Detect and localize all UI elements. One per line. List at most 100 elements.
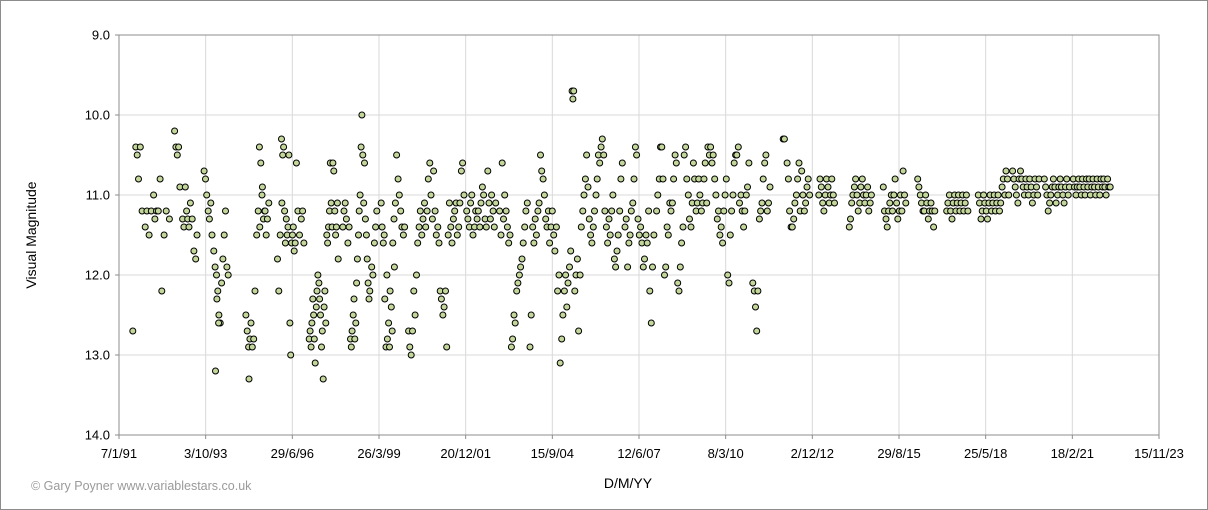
data-point [468, 191, 476, 199]
data-point [791, 199, 799, 207]
data-point [418, 231, 426, 239]
data-point [203, 191, 211, 199]
data-point [550, 231, 558, 239]
data-point [576, 271, 584, 279]
data-point [415, 223, 423, 231]
data-point [414, 239, 422, 247]
data-point [670, 175, 678, 183]
data-point [962, 191, 970, 199]
data-point [817, 183, 825, 191]
data-point [351, 335, 359, 343]
data-point [383, 271, 391, 279]
data-point [455, 223, 463, 231]
data-point [339, 223, 347, 231]
data-point [261, 207, 269, 215]
data-point [419, 215, 427, 223]
data-point [886, 199, 894, 207]
data-point [307, 343, 315, 351]
data-point [317, 311, 324, 319]
data-point [534, 207, 542, 215]
credit-text: © Gary Poyner www.variablestars.co.uk [31, 479, 252, 493]
data-point [600, 151, 608, 159]
data-point [421, 199, 428, 207]
data-point [591, 207, 598, 215]
data-point [430, 167, 438, 175]
data-point [560, 287, 568, 295]
data-point [482, 223, 490, 231]
data-point [357, 143, 365, 151]
data-point [831, 199, 838, 207]
data-point [254, 207, 262, 215]
data-point [676, 263, 684, 271]
data-point [192, 255, 200, 263]
data-point [321, 287, 329, 295]
data-point [445, 199, 453, 207]
data-point [744, 183, 751, 191]
data-point [824, 183, 832, 191]
data-point [580, 191, 588, 199]
data-point [914, 175, 922, 183]
data-point [712, 191, 720, 199]
data-point [667, 207, 675, 215]
data-point [1096, 191, 1104, 199]
data-point [683, 175, 691, 183]
data-point [202, 175, 209, 183]
data-point [312, 303, 320, 311]
data-point [355, 231, 362, 239]
data-point [183, 207, 191, 215]
data-point [523, 199, 531, 207]
data-point [407, 351, 415, 359]
data-point [930, 223, 938, 231]
data-point [257, 159, 265, 167]
data-point [616, 207, 624, 215]
data-point [490, 223, 498, 231]
x-tick-label: 8/3/10 [708, 446, 744, 461]
data-point [675, 287, 683, 295]
data-point [443, 343, 451, 351]
data-point [720, 207, 728, 215]
data-point [344, 239, 352, 247]
data-point [612, 263, 620, 271]
data-point [297, 215, 305, 223]
data-point [635, 231, 643, 239]
data-point [788, 223, 796, 231]
data-point [802, 199, 810, 207]
data-point [291, 239, 299, 247]
data-point [901, 191, 908, 199]
data-point [223, 263, 231, 271]
data-point [686, 215, 693, 223]
data-point [668, 199, 676, 207]
data-point [613, 247, 621, 255]
data-point [752, 303, 759, 311]
y-tick-label: 11.0 [86, 188, 110, 203]
data-point [135, 175, 142, 183]
data-point [1049, 175, 1057, 183]
data-point [761, 159, 769, 167]
data-point [899, 167, 907, 175]
data-point [386, 343, 393, 351]
data-point [457, 167, 465, 175]
data-point [509, 335, 517, 343]
data-point [279, 151, 287, 159]
data-point [1102, 191, 1110, 199]
data-point [242, 311, 250, 319]
data-point [663, 223, 671, 231]
data-point [689, 159, 697, 167]
data-point [647, 319, 655, 327]
data-point [276, 231, 284, 239]
data-point [255, 143, 263, 151]
data-point [1034, 191, 1042, 199]
data-point [492, 199, 500, 207]
data-point [864, 183, 872, 191]
data-point [474, 207, 482, 215]
data-point [734, 143, 742, 151]
data-point [310, 311, 318, 319]
data-point [263, 215, 271, 223]
data-point [579, 207, 587, 215]
data-point [559, 311, 567, 319]
data-point [480, 191, 488, 199]
data-point [387, 303, 395, 311]
data-point [380, 231, 388, 239]
data-point [697, 207, 705, 215]
